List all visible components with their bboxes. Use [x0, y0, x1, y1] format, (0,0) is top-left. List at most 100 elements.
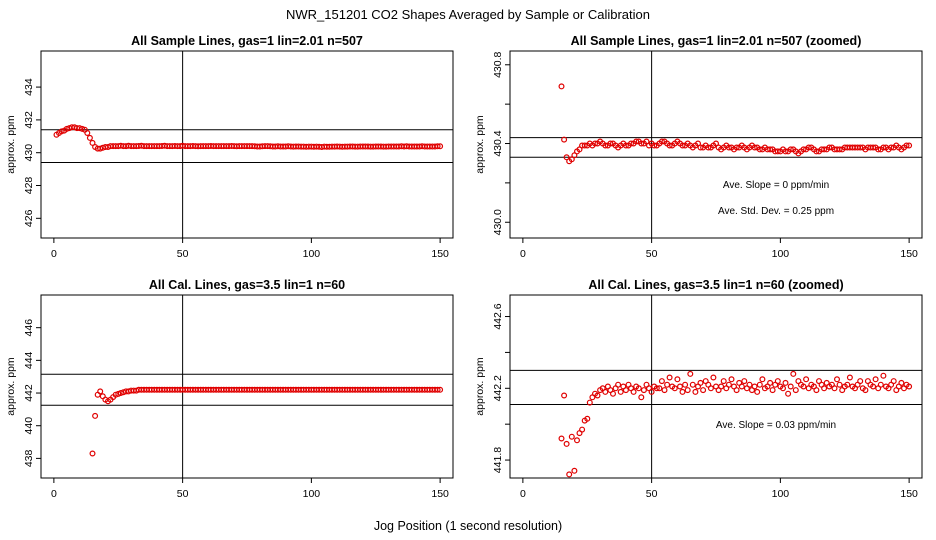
panel-3: All Cal. Lines, gas=3.5 lin=1 n=60 0 50 100…	[5, 278, 454, 500]
data-point	[774, 378, 781, 385]
x-tick-label: 150	[431, 248, 449, 260]
data-point	[434, 386, 441, 393]
data-point	[679, 142, 686, 149]
x-tick-label: 0	[51, 488, 57, 500]
data-point	[687, 370, 694, 377]
data-point	[638, 140, 645, 147]
data-point	[787, 383, 794, 390]
data-point	[782, 148, 789, 155]
data-point	[112, 391, 119, 398]
data-point	[836, 146, 843, 153]
panel-1: All Sample Lines, gas=1 lin=2.01 n=507 0 5…	[5, 34, 454, 260]
data-point	[767, 146, 774, 153]
data-point	[751, 383, 758, 390]
data-point	[751, 144, 758, 151]
data-point	[846, 374, 853, 381]
data-point	[756, 146, 763, 153]
data-point	[89, 450, 96, 457]
data-point	[76, 125, 83, 132]
y-tick-label: 438	[23, 449, 35, 467]
annotation: Ave. Slope = 0 ppm/min	[723, 180, 829, 191]
data-point	[658, 378, 665, 385]
y-tick-label: 442	[23, 384, 35, 402]
data-point	[746, 381, 753, 388]
data-point	[898, 379, 905, 386]
panel-2: All Sample Lines, gas=1 lin=2.01 n=507 (…	[474, 34, 923, 260]
data-point	[826, 144, 833, 151]
data-point	[92, 412, 99, 419]
panel-title: All Cal. Lines, gas=3.5 lin=1 n=60	[149, 278, 345, 292]
data-point	[720, 378, 727, 385]
data-point	[697, 144, 704, 151]
data-point	[906, 142, 913, 149]
data-point	[769, 387, 776, 394]
data-point	[97, 145, 104, 152]
data-point	[627, 140, 634, 147]
data-point	[568, 156, 575, 163]
data-point	[779, 385, 786, 392]
data-point	[689, 381, 696, 388]
y-tick-label: 430	[23, 144, 35, 162]
data-point	[733, 387, 740, 394]
data-point	[782, 379, 789, 386]
x-tick-label: 0	[51, 248, 57, 260]
data-point	[857, 378, 864, 385]
data-point	[833, 376, 840, 383]
data-point	[561, 136, 568, 143]
data-point	[609, 390, 616, 397]
data-point	[800, 146, 807, 153]
data-point	[844, 381, 851, 388]
data-point	[648, 388, 655, 395]
data-point	[774, 148, 781, 155]
y-tick-label: 430.8	[492, 51, 504, 77]
data-point	[664, 381, 671, 388]
data-point	[615, 381, 622, 388]
data-point	[831, 385, 838, 392]
series-points	[558, 370, 913, 478]
annotation: Ave. Std. Dev. = 0.25 ppm	[718, 206, 834, 217]
data-point	[705, 144, 712, 151]
data-point	[725, 381, 732, 388]
data-point	[821, 146, 828, 153]
y-tick-label: 430.4	[492, 130, 504, 156]
data-point	[558, 83, 565, 90]
data-point	[733, 144, 740, 151]
x-tick-label: 50	[646, 248, 658, 260]
data-point	[579, 426, 586, 433]
y-tick-label: 440	[23, 417, 35, 435]
data-point	[890, 378, 897, 385]
data-point	[584, 415, 591, 422]
y-tick-label: 441.8	[492, 447, 504, 473]
data-point	[857, 144, 864, 151]
data-point	[653, 385, 660, 392]
data-point	[622, 387, 629, 394]
data-point	[563, 154, 570, 161]
panel-title: All Cal. Lines, gas=3.5 lin=1 n=60 (zoom…	[588, 278, 843, 292]
data-point	[434, 143, 441, 150]
plot-frame	[509, 294, 923, 479]
data-point	[700, 387, 707, 394]
data-point	[741, 378, 748, 385]
data-point	[656, 385, 663, 392]
data-point	[84, 130, 91, 137]
data-point	[862, 387, 869, 394]
data-point	[594, 392, 601, 399]
data-point	[630, 388, 637, 395]
plot-frame	[40, 50, 454, 239]
data-point	[754, 388, 761, 395]
data-point	[870, 383, 877, 390]
data-point	[437, 143, 444, 150]
data-point	[906, 383, 913, 390]
y-tick-label: 434	[23, 78, 35, 96]
data-point	[803, 376, 810, 383]
data-point	[561, 392, 568, 399]
data-point	[635, 385, 642, 392]
data-point	[58, 128, 65, 135]
data-point	[870, 144, 877, 151]
data-point	[661, 387, 668, 394]
data-point	[790, 370, 797, 377]
data-point	[800, 383, 807, 390]
plot-frame	[40, 294, 454, 479]
data-point	[658, 138, 665, 145]
